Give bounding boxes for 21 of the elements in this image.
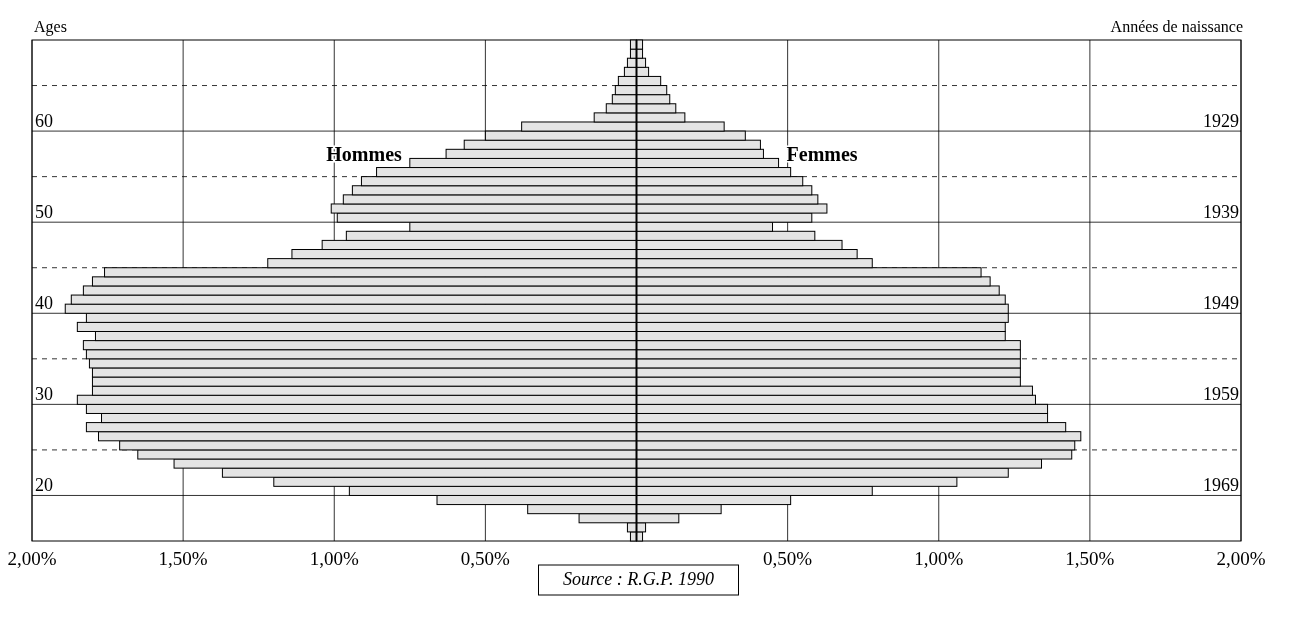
x-tick-label: 2,00%	[7, 548, 57, 569]
y-tick-label: 40	[35, 293, 53, 314]
y2-tick-label: 1949	[1203, 293, 1239, 314]
y-tick-label: 20	[35, 475, 53, 496]
x-tick-label: 2,00%	[1216, 548, 1266, 569]
x-tick-label: 0,50%	[763, 548, 813, 569]
y-tick-label: 50	[35, 202, 53, 223]
x-tick-label: 1,50%	[158, 548, 208, 569]
y2-tick-label: 1929	[1203, 111, 1239, 132]
x-tick-label: 1,50%	[1065, 548, 1115, 569]
x-tick-label: 1,00%	[309, 548, 359, 569]
y2-axis-title: Années de naissance	[1110, 18, 1243, 35]
y-tick-label: 30	[35, 384, 53, 405]
y-axis-title: Ages	[34, 18, 67, 36]
source-note: Source : R.G.P. 1990	[563, 569, 714, 589]
y2-tick-label: 1939	[1203, 202, 1239, 223]
y2-tick-label: 1969	[1203, 475, 1239, 496]
y-tick-label: 60	[35, 111, 53, 132]
x-tick-label: 1,00%	[914, 548, 964, 569]
y2-tick-label: 1959	[1203, 384, 1239, 405]
x-tick-label: 0,50%	[460, 548, 511, 569]
